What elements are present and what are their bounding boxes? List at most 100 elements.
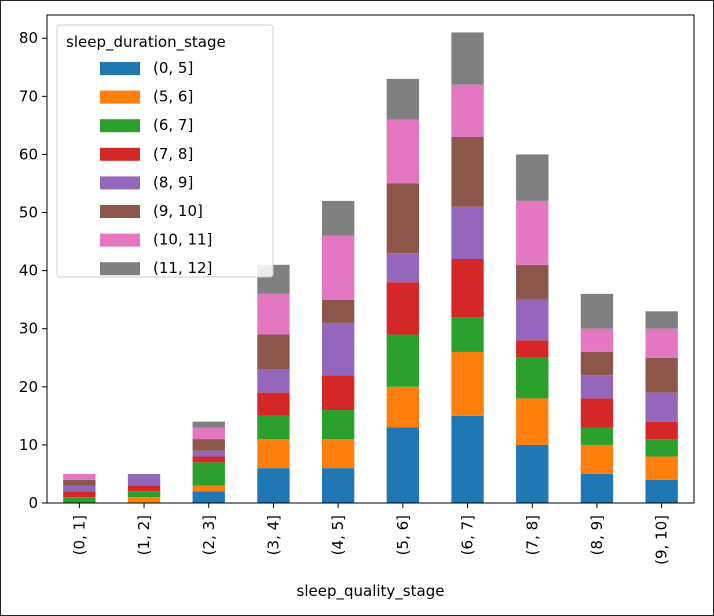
bar-segment (321, 410, 355, 440)
legend-swatch (100, 233, 140, 247)
bars-layer (63, 32, 678, 503)
bar-segment (321, 375, 355, 411)
bar-segment (580, 444, 614, 474)
bar-segment (516, 154, 549, 201)
bar-segment (63, 485, 96, 492)
y-tick-label: 40 (19, 262, 38, 280)
y-tick-label: 10 (19, 436, 38, 454)
legend-label: (6, 7] (153, 116, 193, 134)
bar-segment (516, 444, 549, 503)
x-tick-label: (1, 2] (135, 515, 153, 555)
bar-segment (516, 357, 549, 399)
bar-segment (192, 485, 225, 492)
bar-segment (257, 415, 290, 440)
legend: sleep_duration_stage (0, 5](5, 6](6, 7](… (56, 24, 274, 278)
bar-segment (451, 137, 484, 207)
legend-label: (7, 8] (153, 145, 193, 163)
x-tick-label: (2, 3] (200, 515, 218, 555)
legend-label: (10, 11] (153, 231, 212, 249)
x-tick-label: (6, 7] (459, 515, 477, 555)
y-tick-label: 60 (19, 145, 38, 163)
bar-segment (516, 264, 549, 300)
bar-segment (386, 183, 420, 254)
bar-segment (127, 485, 161, 492)
bar-segment (451, 259, 484, 318)
x-tick-label: (9, 10] (653, 515, 671, 565)
bar-segment (645, 421, 678, 440)
bar-segment (386, 282, 420, 335)
bar-segment (192, 450, 225, 457)
plot-area-border (46, 14, 695, 504)
bar-segment (645, 439, 678, 457)
y-tick-label: 20 (19, 378, 38, 396)
legend-label: (0, 5] (153, 59, 193, 77)
bar-segment (645, 328, 678, 358)
x-tick-label: (4, 5] (329, 515, 347, 555)
y-tick-label: 50 (19, 204, 38, 222)
bar-segment (645, 479, 678, 503)
bar-segment (386, 427, 420, 503)
bar-segment (645, 357, 678, 393)
x-tick-label: (8, 9] (588, 515, 606, 555)
legend-swatch (100, 62, 140, 75)
legend-items: (0, 5] (5, 6] (6, 7] (7, 8] (8, 9] (9, 10] (10… (100, 59, 212, 277)
x-tick-label: (0, 1] (70, 515, 88, 555)
bar-segment (257, 293, 290, 335)
bar-segment (645, 392, 678, 422)
bar-segment (192, 427, 225, 440)
x-tick-layer: (0, 1] (1, 2] (2, 3] (3, 4] (4, 5] (5, 6] (6, … (70, 503, 671, 565)
bar-segment (63, 473, 96, 480)
bar-segment (321, 468, 355, 503)
bar-segment (257, 392, 290, 416)
bar-segment (321, 439, 355, 469)
bar-segment (451, 206, 484, 259)
bar-segment (386, 119, 420, 184)
bar-segment (451, 351, 484, 416)
x-tick-label: (3, 4] (264, 515, 282, 555)
bar-segment (257, 369, 290, 393)
bar-segment (127, 497, 161, 503)
bar-segment (580, 427, 614, 445)
bar-segment (386, 386, 420, 428)
legend-swatch (100, 262, 140, 276)
legend-label: (9, 10] (153, 202, 203, 220)
x-tick-label: (5, 6] (394, 515, 412, 555)
bar-segment (63, 491, 96, 498)
legend-swatch (100, 205, 140, 218)
bar-segment (127, 473, 161, 486)
bar-segment (192, 439, 225, 451)
bar-segment (451, 84, 484, 137)
bar-segment (321, 322, 355, 376)
bar-segment (321, 299, 355, 323)
bar-segment (580, 375, 614, 399)
bar-segment (645, 311, 678, 329)
bar-segment (257, 439, 290, 469)
bar-segment (192, 462, 225, 486)
y-tick-label: 30 (19, 320, 38, 338)
bar-segment (516, 299, 549, 341)
bar-segment (451, 415, 484, 503)
y-tick-layer: 0 10 20 30 40 50 60 70 80 (19, 29, 47, 512)
bar-segment (386, 78, 420, 120)
bar-segment (580, 473, 614, 503)
bar-segment (192, 491, 225, 503)
legend-swatch (100, 90, 140, 104)
legend-label: (5, 6] (153, 88, 193, 106)
bar-segment (645, 456, 678, 480)
y-tick-label: 0 (28, 494, 38, 512)
bar-segment (580, 351, 614, 376)
bar-segment (257, 334, 290, 370)
legend-label: (11, 12] (153, 259, 212, 277)
y-tick-label: 70 (19, 87, 38, 105)
bar-segment (516, 340, 549, 358)
bar-segment (451, 317, 484, 352)
bar-segment (516, 200, 549, 265)
bar-segment (451, 32, 484, 85)
x-axis-label: sleep_quality_stage (297, 582, 445, 601)
bar-segment (321, 235, 355, 300)
bar-segment (192, 421, 225, 428)
legend-label: (8, 9] (153, 173, 193, 191)
bar-segment (386, 334, 420, 387)
bar-segment (63, 497, 96, 503)
